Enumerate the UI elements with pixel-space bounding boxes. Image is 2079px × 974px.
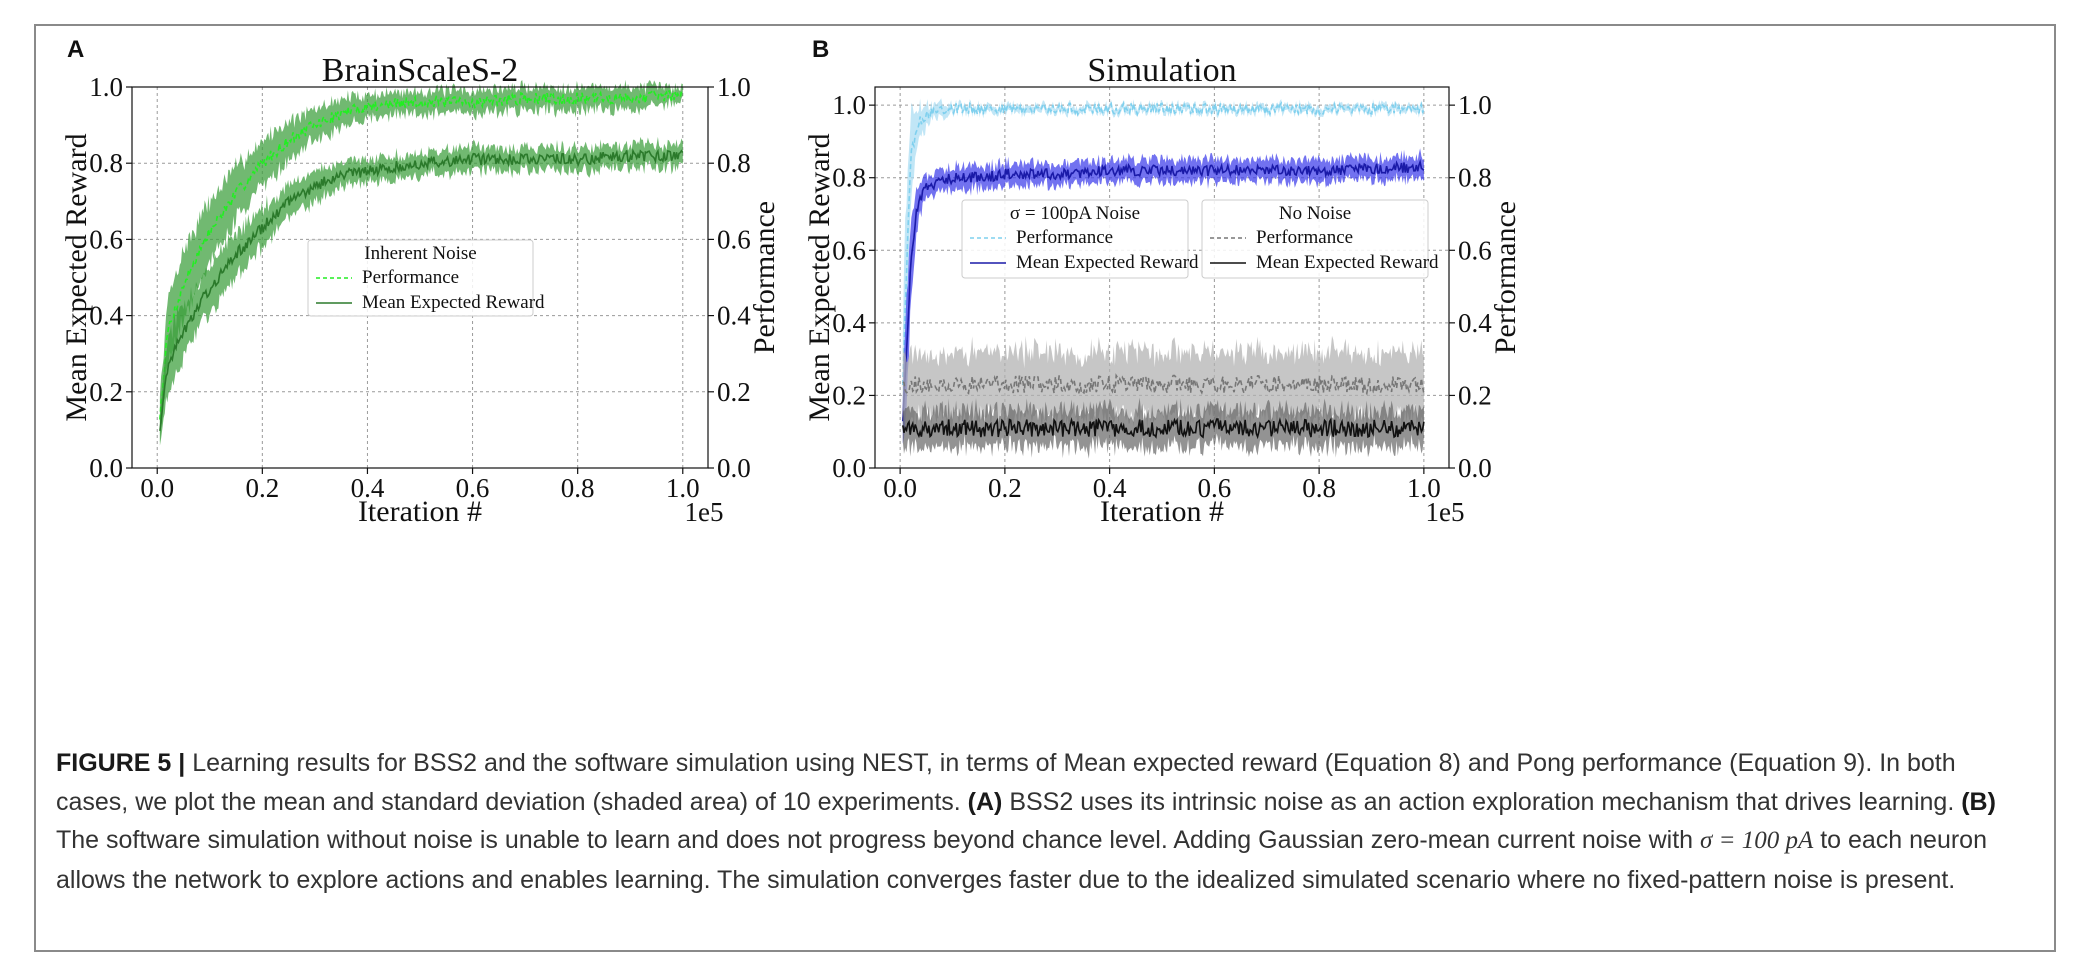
y-tick-label: 0.4: [89, 301, 123, 331]
tick-labels: 0.0 0.2 0.4 0.6 0.8 1.0 0.0 0.0 0.2 0.2 0.4 0.4 0.6 0…: [832, 90, 1492, 503]
legend-label: Performance: [1016, 227, 1113, 248]
y-tick-label: 0.0: [89, 453, 123, 483]
x-tick-label: 0.2: [245, 473, 279, 503]
x-tick-label: 0.6: [1197, 473, 1231, 503]
figure-charts: A 0.0 0.2 0.4 0.6 0.8 1.0 0.0 0.0 0.2 0.2 0.4 0.4 0.6…: [60, 36, 1522, 528]
legend-label: Mean Expected Reward: [362, 292, 545, 313]
x-tick-label: 0.0: [883, 473, 917, 503]
panel-letter: B: [812, 36, 829, 63]
legend-label: Performance: [362, 267, 459, 288]
x-tick-label: 0.8: [1302, 473, 1336, 503]
y-right-tick-label: 0.8: [717, 148, 751, 178]
panel-letter: A: [67, 36, 84, 63]
y-right-tick-label: 0.4: [1458, 308, 1492, 338]
y-right-tick-label: 0.4: [717, 301, 751, 331]
legend-box: [961, 199, 1189, 279]
y-axis-label: Mean Expected Reward: [803, 133, 836, 421]
y-tick-label: 0.2: [89, 377, 123, 407]
y-tick-label: 0.2: [832, 380, 866, 410]
legend: Inherent Noise Performance Mean Expected R…: [307, 239, 545, 317]
y-right-tick-label: 0.8: [1458, 163, 1492, 193]
y-right-tick-label: 0.2: [1458, 380, 1492, 410]
series-line: [902, 158, 1425, 422]
x-tick-label: 0.8: [561, 473, 595, 503]
plot-area: [902, 98, 1425, 459]
y-right-axis-label: Performance: [748, 201, 781, 354]
legend: No Noise Performance Mean Expected Reward: [1201, 199, 1439, 279]
y-tick-label: 0.8: [832, 163, 866, 193]
legend-label: Mean Expected Reward: [1256, 252, 1439, 273]
legend-label: Mean Expected Reward: [1016, 252, 1199, 273]
y-right-tick-label: 0.6: [1458, 235, 1492, 265]
axes-frame: [874, 86, 1450, 469]
caption-a-text: BSS2 uses its intrinsic noise as an acti…: [1002, 787, 1962, 816]
chart-title: Simulation: [1087, 52, 1236, 89]
x-axis-exponent: 1e5: [1426, 497, 1465, 527]
y-right-tick-label: 1.0: [1458, 90, 1492, 120]
series-line: [902, 416, 1425, 440]
x-axis-label: Iteration #: [1100, 495, 1224, 528]
y-right-tick-label: 0.2: [717, 377, 751, 407]
y-tick-label: 0.8: [89, 148, 123, 178]
series-line: [902, 373, 1425, 396]
series-line: [902, 100, 1425, 386]
caption-sigma-expression: σ = 100 pA: [1700, 827, 1814, 854]
y-tick-label: 0.6: [832, 235, 866, 265]
caption-label: FIGURE 5 |: [56, 749, 186, 777]
series-band: [159, 136, 683, 446]
y-tick-label: 0.0: [832, 453, 866, 483]
series-line: [159, 148, 684, 431]
y-right-tick-label: 0.6: [717, 224, 751, 254]
series-line: [159, 89, 684, 420]
chart-title: BrainScaleS-2: [322, 52, 518, 89]
x-tick-label: 0.6: [456, 473, 490, 503]
legend: σ = 100pA Noise Performance Mean Expected …: [961, 199, 1199, 279]
y-axis-label: Mean Expected Reward: [60, 133, 93, 421]
y-tick-label: 0.4: [832, 308, 866, 338]
y-tick-label: 1.0: [832, 90, 866, 120]
y-right-axis-label: Performance: [1489, 201, 1522, 354]
y-right-tick-label: 0.0: [1458, 453, 1492, 483]
y-tick-label: 0.6: [89, 224, 123, 254]
caption-a-label: (A): [967, 787, 1003, 816]
x-tick-label: 0.4: [1093, 473, 1127, 503]
x-axis-exponent: 1e5: [685, 497, 724, 527]
legend-title: No Noise: [1279, 203, 1351, 224]
legend-title: σ = 100pA Noise: [1010, 203, 1140, 224]
caption-b-text: The software simulation without noise is…: [56, 826, 1701, 854]
x-axis-label: Iteration #: [358, 495, 482, 528]
y-right-tick-label: 0.0: [717, 453, 751, 483]
x-tick-label: 0.4: [351, 473, 385, 503]
y-tick-label: 1.0: [89, 72, 123, 102]
x-tick-label: 1.0: [1407, 473, 1441, 503]
plot-area: [159, 79, 684, 446]
legend-label: Performance: [1256, 227, 1353, 248]
axes-frame: [131, 86, 709, 469]
chart-panel-a: A 0.0 0.2 0.4 0.6 0.8 1.0 0.0 0.0 0.2 0.2 0.4 0.4 0.6…: [60, 36, 781, 528]
legend-box: [307, 239, 534, 317]
y-right-tick-label: 1.0: [717, 72, 751, 102]
caption-b-text-end: to each neuron allows the network to exp…: [56, 826, 1987, 894]
legend-title: Inherent Noise: [364, 243, 476, 264]
x-tick-label: 1.0: [666, 473, 700, 503]
figure-caption: FIGURE 5 | Learning results for BSS2 and…: [56, 744, 2031, 899]
caption-b-label: (B): [1961, 787, 1996, 816]
tick-labels: 0.0 0.2 0.4 0.6 0.8 1.0 0.0 0.0 0.2 0.2 0.4 0.4 0.6 0…: [89, 72, 751, 503]
x-tick-label: 0.0: [140, 473, 174, 503]
legend-box: [1201, 199, 1429, 279]
chart-panel-b: B 0.0 0.2 0.4 0.6 0.8 1.0 0.0 0.0 0.2 0.2 0.4 0.4 0.6…: [803, 36, 1522, 528]
caption-intro: Learning results for BSS2 and the softwa…: [56, 749, 1956, 816]
x-tick-label: 0.2: [988, 473, 1022, 503]
